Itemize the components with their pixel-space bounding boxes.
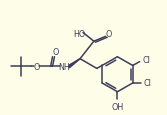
Text: OH: OH	[111, 102, 124, 111]
Text: O: O	[34, 62, 40, 71]
Text: Cl: Cl	[144, 79, 151, 88]
Polygon shape	[69, 59, 80, 68]
Text: Cl: Cl	[143, 56, 150, 65]
Text: O: O	[52, 48, 59, 57]
Text: O: O	[105, 30, 112, 39]
Text: HO: HO	[73, 30, 85, 39]
Text: NH: NH	[58, 62, 70, 71]
